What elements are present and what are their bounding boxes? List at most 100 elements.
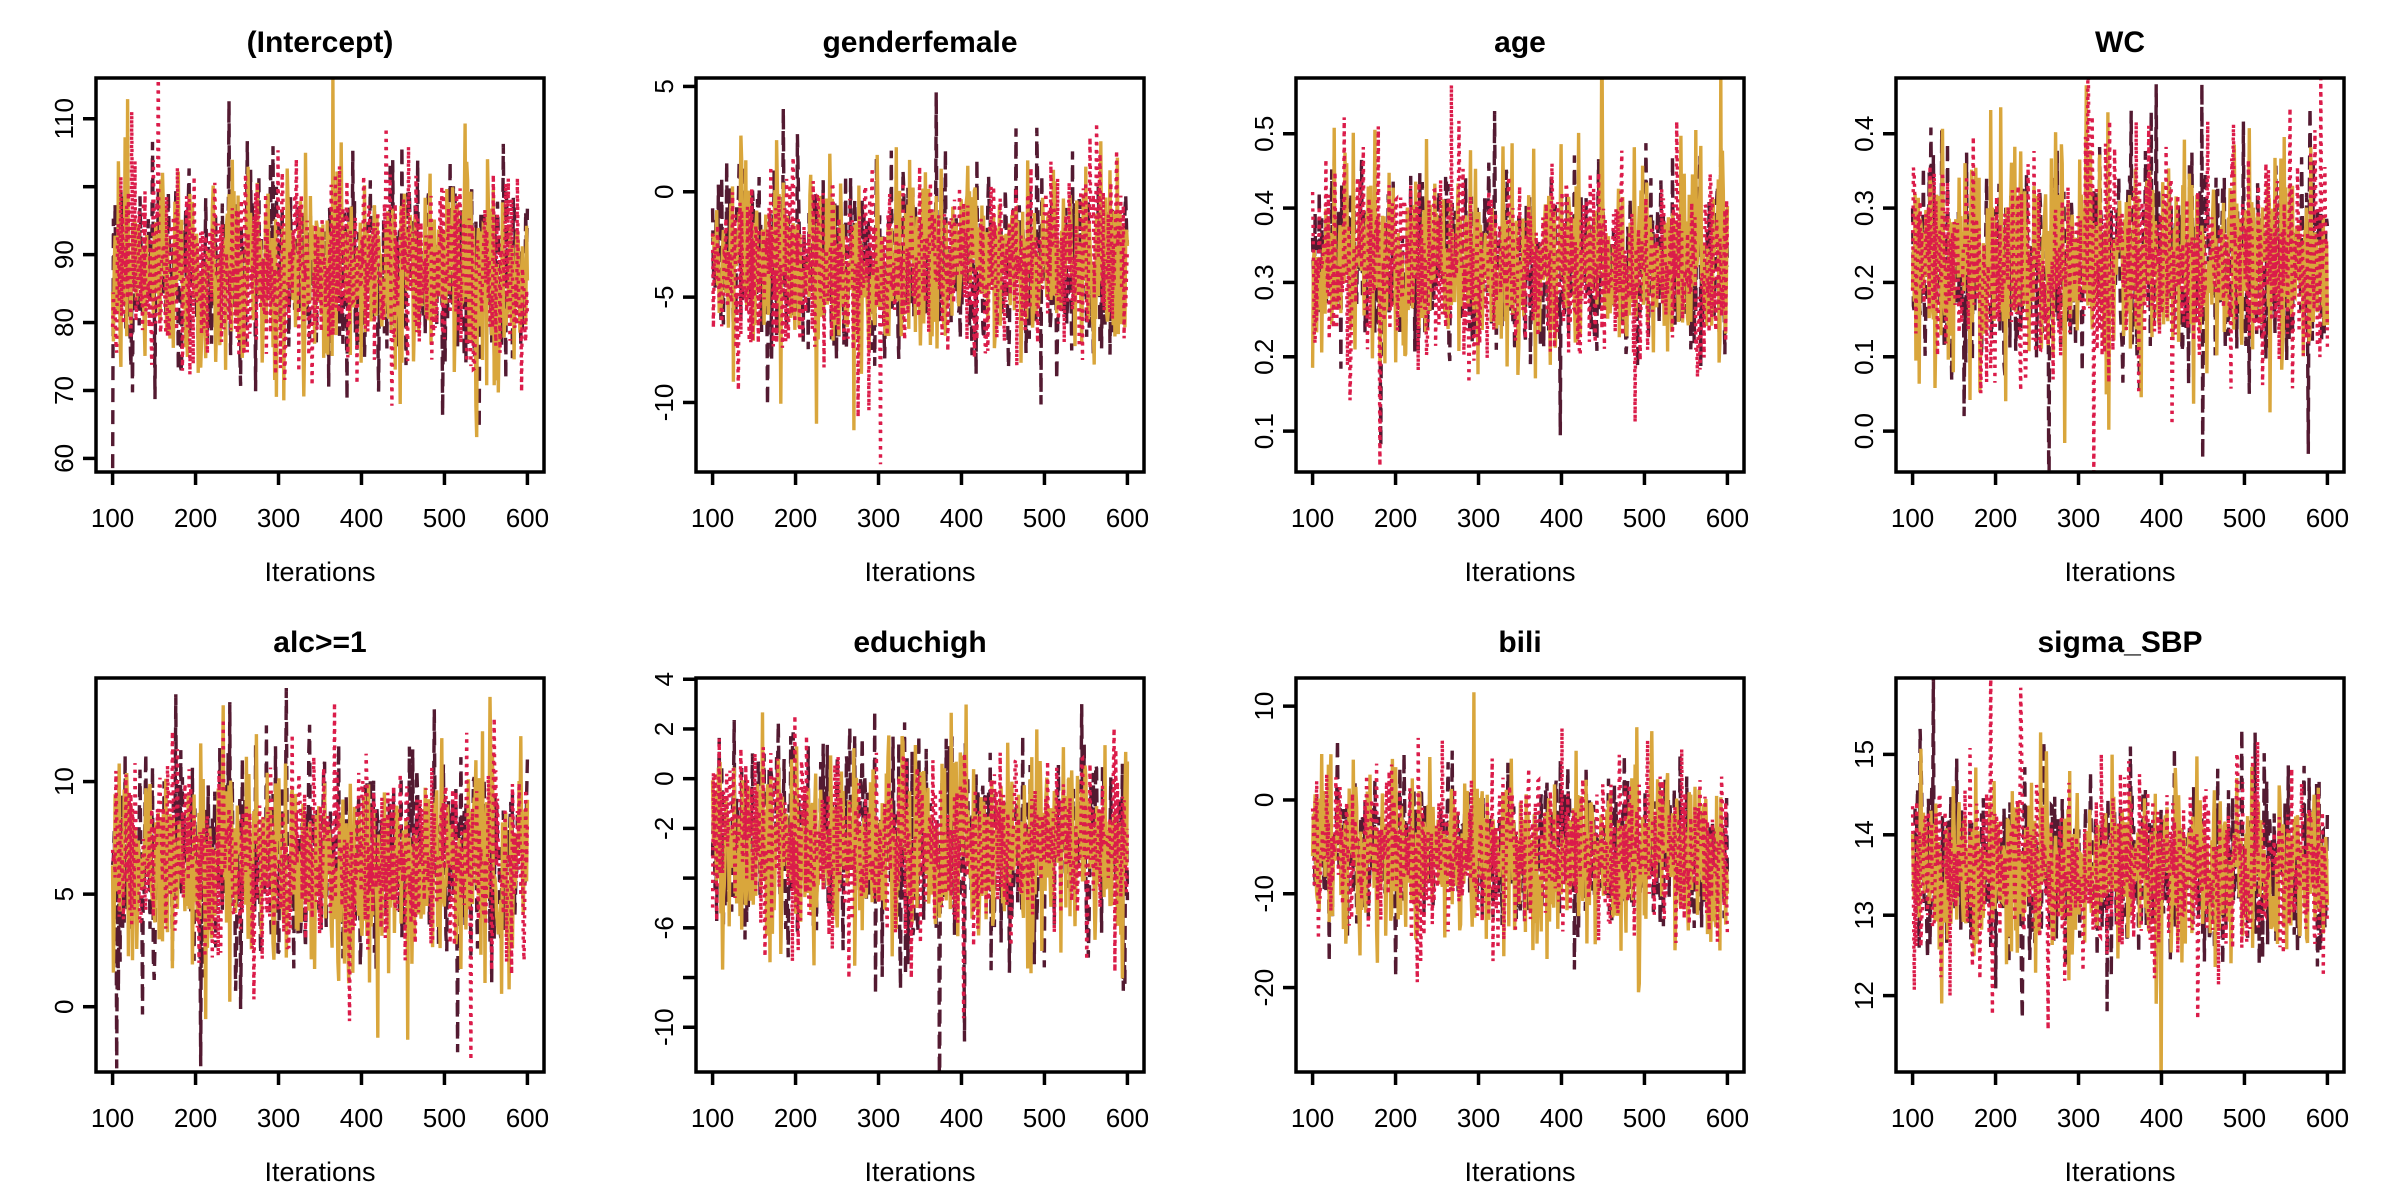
- x-tick-label: 100: [691, 1103, 734, 1133]
- y-tick-label: 10: [1249, 692, 1279, 721]
- trace-panel-intercept: (Intercept) 60 70 80 90 110 100 200 300 400 500 600…: [0, 0, 600, 600]
- panel-title: sigma_SBP: [2037, 626, 2202, 659]
- x-tick-label: 600: [506, 1103, 549, 1133]
- y-tick-label: 0.3: [1249, 264, 1279, 300]
- x-tick-label: 200: [1374, 1103, 1417, 1133]
- x-tick-label: 400: [340, 1103, 383, 1133]
- trace-plot-svg: age 0.1 0.2 0.3 0.4 0.5 100 200 300 400 500 600 Iter…: [1249, 26, 1749, 587]
- trace-lines: [1910, 78, 2330, 472]
- x-tick-label: 300: [2057, 503, 2100, 533]
- y-tick-label: 70: [49, 376, 79, 405]
- x-tick-label: 100: [91, 1103, 134, 1133]
- y-tick-label: 0.4: [1249, 190, 1279, 226]
- panel-title: alc>=1: [273, 626, 366, 659]
- x-tick-label: 200: [1974, 1103, 2017, 1133]
- x-tick-label: 300: [1457, 503, 1500, 533]
- y-tick-label: 5: [49, 887, 79, 901]
- x-tick-label: 500: [1623, 503, 1666, 533]
- x-tick-label: 200: [1974, 503, 2017, 533]
- panel-title: bili: [1498, 626, 1541, 659]
- panel-title: WC: [2095, 26, 2145, 59]
- y-tick-label: 90: [49, 240, 79, 269]
- y-tick-label: 0.1: [1849, 339, 1879, 375]
- y-tick-label: 0.5: [1249, 116, 1279, 152]
- trace-plot-svg: (Intercept) 60 70 80 90 110 100 200 300 400 500 600…: [49, 26, 549, 587]
- trace-chain-3: [110, 78, 530, 406]
- plot-box: [694, 676, 1146, 1074]
- x-tick-label: 400: [1540, 1103, 1583, 1133]
- plot-box: [1294, 676, 1746, 1074]
- x-tick-label: 100: [91, 503, 134, 533]
- trace-plot-svg: genderfemale -10 -5 0 5 100 200 300 400 500 600 Ite…: [649, 26, 1149, 587]
- panel-title: (Intercept): [247, 26, 394, 59]
- panel-title: age: [1494, 26, 1546, 59]
- y-tick-label: -2: [649, 817, 679, 840]
- x-tick-label: 100: [691, 503, 734, 533]
- x-axis-label: Iterations: [2064, 557, 2175, 587]
- trace-plot-svg: sigma_SBP 12 13 14 15 100 200 300 400 500 600 Itera…: [1849, 626, 2349, 1187]
- trace-panel-bili: bili -20 -10 0 10 100 200 300 400 500 600 Iteration…: [1200, 600, 1800, 1200]
- y-tick-label: -10: [1249, 875, 1279, 913]
- trace-lines: [1310, 692, 1730, 993]
- trace-chain-3: [710, 123, 1130, 465]
- x-tick-label: 300: [1457, 1103, 1500, 1133]
- trace-chain-3: [110, 702, 530, 1061]
- trace-lines: [1910, 678, 2330, 1072]
- y-tick-label: -10: [649, 1008, 679, 1046]
- y-tick-label: 0.1: [1249, 413, 1279, 449]
- x-axis-label: Iterations: [1464, 1157, 1575, 1187]
- trace-lines: [110, 687, 530, 1069]
- y-tick-label: 0.4: [1849, 116, 1879, 152]
- x-tick-label: 600: [1706, 1103, 1749, 1133]
- plot-box: [1294, 76, 1746, 474]
- x-tick-label: 200: [774, 503, 817, 533]
- x-tick-label: 200: [174, 503, 217, 533]
- y-tick-label: 15: [1849, 740, 1879, 769]
- plot-box: [1894, 676, 2346, 1074]
- y-tick-label: -6: [649, 916, 679, 939]
- x-tick-label: 400: [2140, 1103, 2183, 1133]
- x-tick-label: 500: [1023, 1103, 1066, 1133]
- trace-panel-age: age 0.1 0.2 0.3 0.4 0.5 100 200 300 400 500 600 Iter…: [1200, 0, 1800, 600]
- plot-box: [94, 676, 546, 1074]
- x-tick-label: 100: [1291, 1103, 1334, 1133]
- y-tick-label: 80: [49, 308, 79, 337]
- x-tick-label: 600: [1106, 1103, 1149, 1133]
- trace-panel-sigma_sbp: sigma_SBP 12 13 14 15 100 200 300 400 500 600 Itera…: [1800, 600, 2400, 1200]
- x-axis-label: Iterations: [1464, 557, 1575, 587]
- trace-panel-wc: WC 0.0 0.1 0.2 0.3 0.4 100 200 300 400 500 600 Itera…: [1800, 0, 2400, 600]
- x-tick-label: 500: [2223, 503, 2266, 533]
- x-tick-label: 200: [774, 1103, 817, 1133]
- plot-box: [1894, 76, 2346, 474]
- x-tick-label: 100: [1891, 503, 1934, 533]
- x-tick-label: 400: [1540, 503, 1583, 533]
- x-tick-label: 100: [1291, 503, 1334, 533]
- trace-panel-educhigh: educhigh -10 -6 -2 0 2 4 100 200 300 400 500 600 Iter…: [600, 600, 1200, 1200]
- y-tick-label: -20: [1249, 969, 1279, 1007]
- trace-panel-alc: alc>=1 0 5 10 100 200 300 400 500 600 Iterations: [0, 600, 600, 1200]
- x-tick-label: 500: [423, 1103, 466, 1133]
- y-tick-label: 0.2: [1849, 264, 1879, 300]
- x-tick-label: 300: [257, 1103, 300, 1133]
- trace-chain-3: [1310, 84, 1730, 467]
- trace-lines: [710, 92, 1130, 465]
- x-tick-label: 400: [940, 503, 983, 533]
- x-tick-label: 300: [257, 503, 300, 533]
- y-tick-label: 0: [49, 999, 79, 1013]
- x-tick-label: 500: [2223, 1103, 2266, 1133]
- x-tick-label: 400: [2140, 503, 2183, 533]
- trace-chain-2: [110, 78, 530, 438]
- panel-title: genderfemale: [822, 26, 1017, 59]
- x-axis-label: Iterations: [2064, 1157, 2175, 1187]
- trace-chain-3: [1310, 728, 1730, 983]
- x-tick-label: 200: [1374, 503, 1417, 533]
- trace-lines: [710, 704, 1130, 1072]
- y-tick-label: -10: [649, 384, 679, 422]
- trace-panel-genderfemale: genderfemale -10 -5 0 5 100 200 300 400 500 600 Ite…: [600, 0, 1200, 600]
- y-tick-label: 4: [649, 672, 679, 686]
- x-tick-label: 500: [423, 503, 466, 533]
- y-tick-label: 5: [649, 79, 679, 93]
- trace-chain-3: [1910, 678, 2330, 1030]
